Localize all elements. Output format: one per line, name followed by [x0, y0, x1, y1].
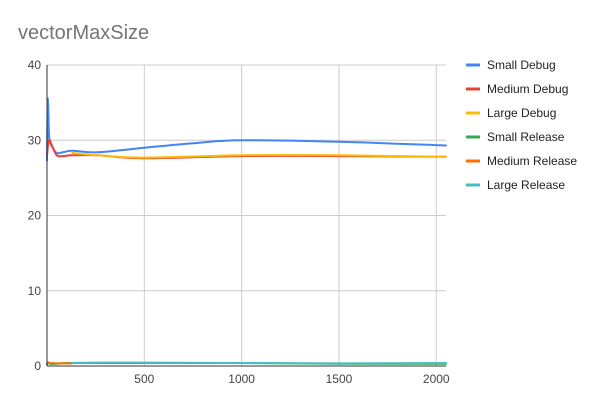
legend-label-large-debug: Large Debug	[487, 106, 556, 120]
legend-label-small-debug: Small Debug	[487, 58, 556, 72]
legend: Small Debug Medium Debug Large Debug Small …	[466, 58, 577, 192]
x-tick-label: 500	[134, 372, 154, 386]
chart-title: vectorMaxSize	[18, 22, 149, 44]
legend-label-medium-debug: Medium Debug	[487, 82, 568, 96]
y-tick-label: 20	[28, 209, 42, 223]
series-line-small-debug	[46, 97, 447, 162]
y-tick-label: 0	[34, 359, 41, 373]
gridlines	[47, 64, 446, 366]
y-tick-label: 30	[28, 133, 42, 147]
axes: 0 10 20 30 40 500 1000 1500 2000	[28, 58, 450, 386]
x-tick-label: 1000	[228, 372, 255, 386]
series-line-large-release	[71, 361, 447, 365]
series-line-medium-release	[46, 361, 74, 365]
legend-label-small-release: Small Release	[487, 130, 565, 144]
x-tick-label: 2000	[423, 372, 450, 386]
x-tick-label: 1500	[326, 372, 353, 386]
legend-label-large-release: Large Release	[487, 178, 565, 192]
y-tick-label: 40	[28, 58, 42, 72]
series-line-large-debug	[71, 152, 447, 159]
series-lines	[46, 97, 447, 366]
y-tick-label: 10	[28, 284, 42, 298]
legend-label-medium-release: Medium Release	[487, 154, 577, 168]
